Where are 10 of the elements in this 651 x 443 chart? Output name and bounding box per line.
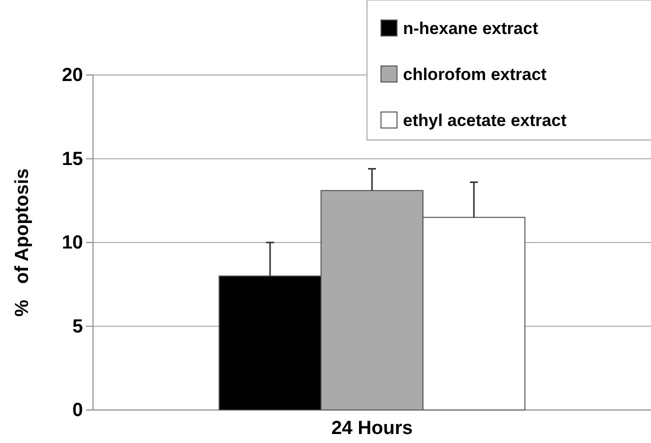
y-tick-label: 15 — [62, 148, 84, 170]
legend-label: ethyl acetate extract — [403, 111, 567, 130]
y-axis-title: % of Apoptosis — [12, 168, 33, 317]
legend-label: n-hexane extract — [403, 19, 538, 38]
x-tick-label: 24 Hours — [331, 418, 413, 439]
y-tick-label: 0 — [72, 400, 83, 422]
y-tick-label: 5 — [72, 316, 84, 338]
legend-label: chlorofom extract — [403, 65, 547, 84]
y-tick-label: 20 — [62, 65, 83, 86]
y-tick-label: 10 — [62, 232, 83, 254]
